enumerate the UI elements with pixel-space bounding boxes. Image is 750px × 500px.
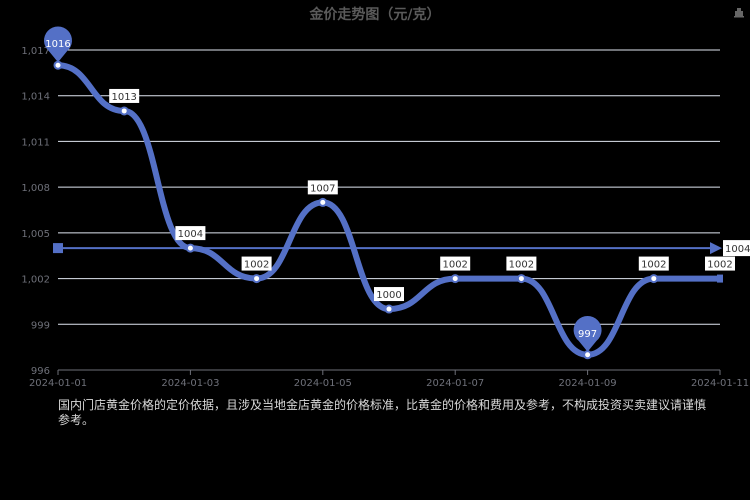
y-tick-label: 1,017 — [21, 46, 50, 57]
x-tick-label: 2024-01-05 — [294, 378, 352, 389]
data-label: 1002 — [244, 260, 269, 271]
data-label: 1002 — [509, 260, 534, 271]
y-tick-label: 1,011 — [21, 137, 50, 148]
data-point[interactable] — [717, 274, 723, 283]
data-label: 1007 — [310, 183, 335, 194]
data-label: 1002 — [707, 260, 732, 271]
markline-label: 1004 — [725, 244, 750, 255]
data-label: 1000 — [376, 290, 401, 301]
data-label: 1002 — [442, 260, 467, 271]
y-tick-label: 996 — [31, 366, 50, 377]
chart-title: 金价走势图（元/克） — [309, 7, 441, 23]
line-chart: 996 999 1,002 1,005 1,008 1,011 1,014 1,017 2024… — [21, 26, 750, 389]
x-tick-label: 2024-01-01 — [29, 378, 87, 389]
y-tick-label: 999 — [31, 320, 50, 331]
x-tick-label: 2024-01-07 — [426, 378, 484, 389]
y-tick-label: 1,002 — [21, 275, 50, 286]
save-as-image-icon[interactable] — [733, 7, 745, 19]
data-label: 1002 — [641, 260, 666, 271]
chart-footnote: 国内门店黄金价格的定价依据，且涉及当地金店黄金的价格标准，比黄金的价格和费用及参… — [58, 398, 707, 427]
y-tick-label: 1,014 — [21, 92, 50, 103]
markline-arrow-icon — [710, 242, 722, 255]
x-tick-label: 2024-01-11 — [691, 378, 749, 389]
mark-point-pin-icon — [573, 316, 602, 352]
y-tick-label: 1,008 — [21, 183, 50, 194]
mark-point-pin-icon — [44, 26, 73, 63]
x-tick-label: 2024-01-03 — [161, 378, 219, 389]
x-tick-label: 2024-01-09 — [559, 378, 617, 389]
mark-point-label: 1016 — [45, 39, 70, 50]
data-label: 1004 — [178, 229, 203, 240]
series-line — [55, 62, 723, 358]
y-tick-label: 1,005 — [21, 229, 50, 240]
data-label: 1013 — [111, 92, 136, 103]
mark-point-label: 997 — [578, 329, 597, 340]
